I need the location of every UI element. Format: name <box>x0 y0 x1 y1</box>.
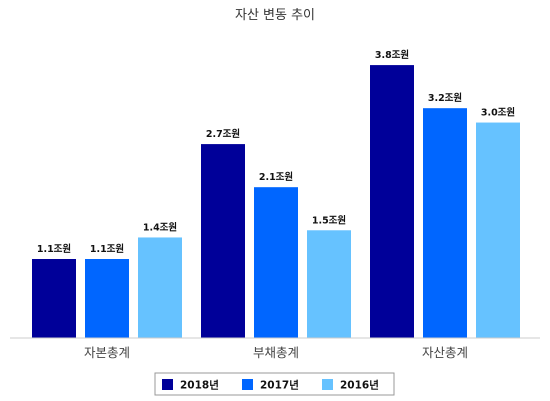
data-label: 3.8조원 <box>375 49 409 61</box>
legend-swatch-2016년 <box>322 379 333 390</box>
bar-2016년-자산총계 <box>476 122 520 338</box>
data-label: 3.0조원 <box>481 107 515 119</box>
bar-2016년-부채총계 <box>307 230 351 338</box>
bar-2018년-자본총계 <box>32 259 76 338</box>
legend-swatch-2018년 <box>162 379 173 390</box>
legend: 2018년 2017년 2016년 <box>162 379 379 392</box>
bars-group: 1.1조원 2.7조원 3.8조원 1.1조원 2.1조원 3.2조원 1.4조원 1.5조원… <box>32 49 520 338</box>
data-label: 2.1조원 <box>259 171 293 183</box>
data-label: 1.4조원 <box>143 221 177 233</box>
data-label: 3.2조원 <box>428 92 462 104</box>
bar-2018년-부채총계 <box>201 144 245 338</box>
category-label: 자본총계 <box>84 345 130 360</box>
category-label: 자산총계 <box>422 345 468 360</box>
chart-title: 자산 변동 추이 <box>235 8 315 23</box>
category-labels: 자본총계 부채총계 자산총계 <box>84 345 468 360</box>
legend-box <box>154 372 395 396</box>
bar-2017년-부채총계 <box>254 187 298 338</box>
legend-swatch-2017년 <box>242 379 253 390</box>
data-label: 1.1조원 <box>90 243 124 255</box>
data-label: 1.1조원 <box>37 243 71 255</box>
bar-2017년-자산총계 <box>423 108 467 338</box>
data-label: 1.5조원 <box>312 214 346 226</box>
legend-label: 2017년 <box>260 379 299 392</box>
bar-2018년-자산총계 <box>370 65 414 338</box>
category-label: 부채총계 <box>253 345 299 360</box>
legend-label: 2018년 <box>180 379 219 392</box>
legend-label: 2016년 <box>340 379 379 392</box>
data-label: 2.7조원 <box>206 128 240 140</box>
bar-2016년-자본총계 <box>138 237 182 338</box>
bar-2017년-자본총계 <box>85 259 129 338</box>
